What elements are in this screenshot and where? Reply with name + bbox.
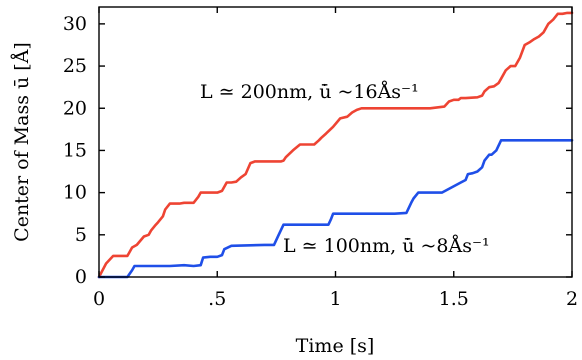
y-tick-label: 25: [63, 55, 87, 77]
y-axis-title: Center of Mass ū [Å]: [11, 42, 33, 242]
x-tick-label: 2: [566, 288, 578, 310]
y-tick-label: 5: [75, 224, 87, 246]
series-annotation-1: L ≃ 100nm, u̇̄ ~8Ås⁻¹: [283, 235, 490, 257]
y-tick-label: 10: [63, 182, 87, 204]
series-annotation-0: L ≃ 200nm, u̇̄ ~16Ås⁻¹: [200, 81, 419, 103]
series-layer: [97, 11, 574, 279]
annotation-layer: L ≃ 200nm, u̇̄ ~16Ås⁻¹ L ≃ 100nm, u̇̄ ~8Å…: [200, 81, 490, 257]
x-tick-label: .5: [208, 288, 226, 310]
x-axis-title: Time [s]: [296, 335, 375, 357]
y-tick-label: 15: [63, 139, 87, 161]
series-line-1: [97, 139, 574, 279]
y-tick-label: 20: [63, 97, 87, 119]
x-tick-label: 0: [93, 288, 105, 310]
x-tick-label: 1: [329, 288, 341, 310]
series-line-0: [97, 11, 574, 279]
y-tick-label: 30: [63, 13, 87, 35]
y-tick-label: 0: [75, 266, 87, 288]
x-tick-label: 1.5: [439, 288, 469, 310]
